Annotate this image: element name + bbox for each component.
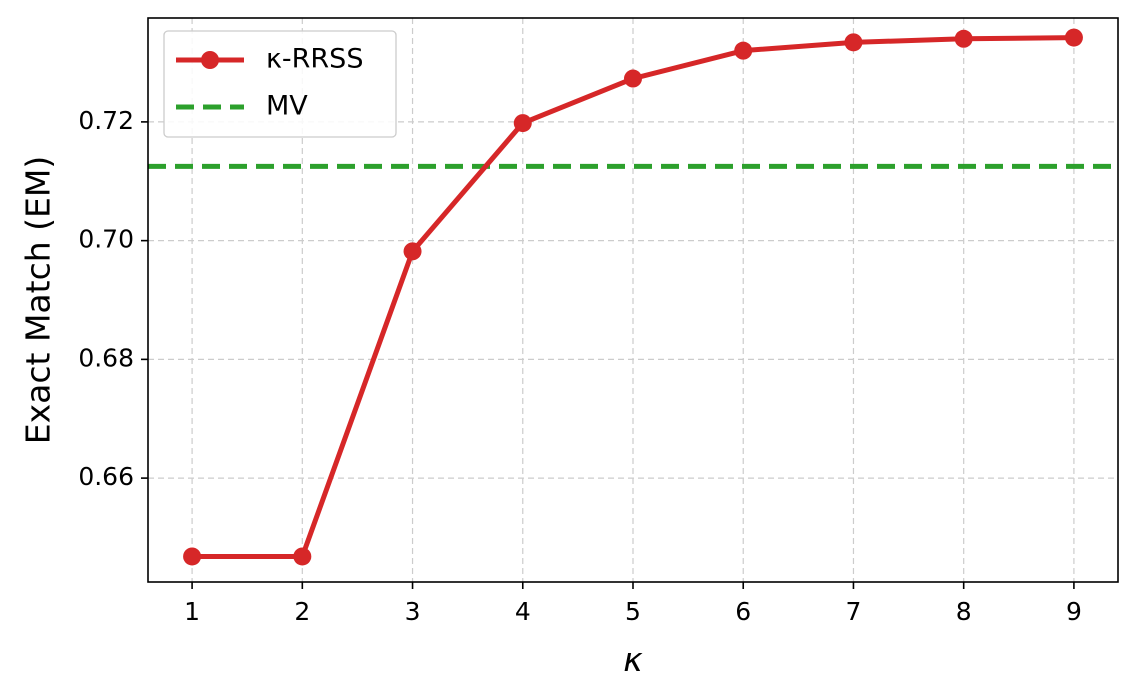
legend-label-mv: MV bbox=[266, 91, 308, 122]
y-tick-label: 0.70 bbox=[78, 225, 134, 254]
rrss-data-point bbox=[734, 41, 753, 60]
x-tick-label: 4 bbox=[515, 597, 531, 626]
legend-swatch-rrss-marker bbox=[201, 51, 219, 69]
rrss-data-point bbox=[183, 547, 202, 566]
x-tick-label: 9 bbox=[1066, 597, 1082, 626]
rrss-data-point bbox=[403, 242, 422, 261]
legend: κ-RRSS MV bbox=[163, 30, 397, 138]
y-tick-label: 0.72 bbox=[78, 106, 134, 135]
legend-label-rrss: κ-RRSS bbox=[266, 44, 363, 75]
x-tick-label: 6 bbox=[735, 597, 751, 626]
rrss-data-point bbox=[954, 29, 973, 48]
y-axis-label: Exact Match (EM) bbox=[19, 156, 58, 444]
y-tick-label: 0.66 bbox=[78, 462, 134, 491]
x-tick-label: 1 bbox=[184, 597, 200, 626]
x-tick-label: 8 bbox=[956, 597, 972, 626]
rrss-data-point bbox=[844, 33, 863, 52]
rrss-data-point bbox=[624, 69, 642, 88]
x-tick-label: 2 bbox=[294, 597, 310, 626]
grid bbox=[148, 18, 1118, 582]
x-axis-label: κ bbox=[623, 640, 643, 679]
series-layer bbox=[183, 28, 1083, 566]
y-tick-label: 0.68 bbox=[78, 343, 134, 372]
rrss-data-point bbox=[293, 547, 312, 566]
x-tick-label: 3 bbox=[405, 597, 421, 626]
rrss-data-point bbox=[513, 114, 532, 133]
x-tick-label: 7 bbox=[846, 597, 862, 626]
x-tick-label: 5 bbox=[625, 597, 641, 626]
rrss-data-point bbox=[1064, 28, 1083, 47]
ticks: 1 2 3 4 5 6 7 8 9 0.66 0.68 0.70 0.72 bbox=[78, 106, 1082, 626]
